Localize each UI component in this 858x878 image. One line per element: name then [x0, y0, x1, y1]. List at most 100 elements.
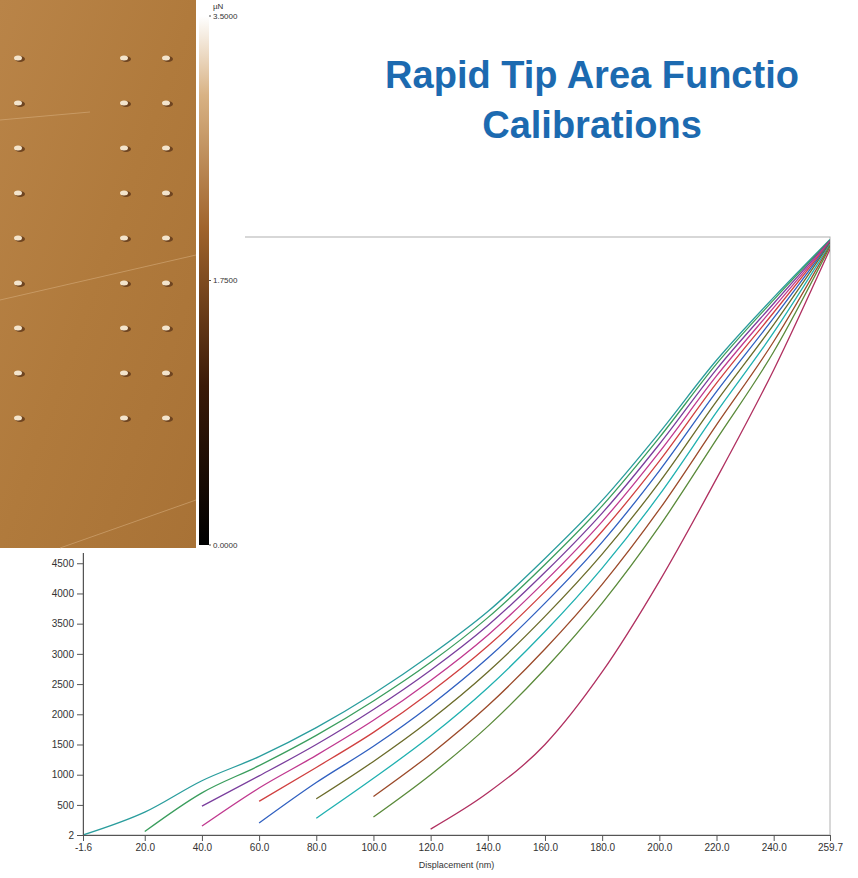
indent-pileup [120, 371, 128, 376]
x-tick-label: 140.0 [476, 842, 501, 853]
y-tick-label: 3500 [52, 618, 75, 629]
indent-shadow [163, 101, 173, 107]
y-tick-mark [77, 775, 83, 776]
x-tick-mark [145, 835, 146, 841]
x-tick-mark [431, 835, 432, 841]
indent-pileup [120, 101, 128, 106]
x-tick-mark [830, 835, 831, 841]
x-tick: 180.0 [590, 835, 615, 853]
indent-shadow [121, 416, 131, 422]
indent-shadow [15, 281, 25, 287]
y-tick-label: 1000 [52, 769, 75, 780]
y-tick: 3500 [52, 618, 83, 629]
colorbar-unit: µN [213, 2, 224, 11]
x-tick-label: 200.0 [647, 842, 672, 853]
indent-pileup [14, 416, 22, 421]
x-tick-mark [316, 835, 317, 841]
x-tick: -1.6 [75, 835, 93, 853]
indent-shadow [121, 191, 131, 197]
x-tick: 200.0 [647, 835, 672, 853]
x-tick: 80.0 [307, 835, 327, 853]
afm-image [0, 0, 196, 548]
afm-scratch [60, 500, 196, 548]
indent-shadow [15, 416, 25, 422]
y-tick-label: 2500 [52, 679, 75, 690]
indent-shadow [15, 146, 25, 152]
chart-title: Rapid Tip Area FunctioCalibrations [385, 54, 799, 146]
colorbar-tick-label: 1.7500 [213, 276, 238, 285]
x-tick-label: 180.0 [590, 842, 615, 853]
indent-pileup [120, 191, 128, 196]
colorbar [199, 16, 209, 545]
indent-shadow [163, 326, 173, 332]
load-curve [373, 245, 830, 796]
indent-shadow [121, 236, 131, 242]
x-tick-mark [83, 835, 84, 841]
y-tick-label: 1500 [52, 739, 75, 750]
colorbar-tick [209, 280, 211, 281]
indent-shadow [121, 281, 131, 287]
colorbar-tick [209, 545, 211, 546]
y-tick: 1000 [52, 769, 83, 780]
indent-pileup [162, 191, 170, 196]
x-tick: 259.7 [818, 835, 843, 853]
load-curve [202, 241, 830, 806]
indent-pileup [120, 236, 128, 241]
colorbar-tick-label: 0.0000 [213, 541, 238, 550]
indent-pileup [14, 371, 22, 376]
x-tick: 60.0 [250, 835, 270, 853]
x-tick: 140.0 [476, 835, 501, 853]
indent-shadow [163, 56, 173, 62]
indent-shadow [163, 236, 173, 242]
colorbar-tick-label: 3.5000 [213, 12, 238, 21]
y-tick: 2500 [52, 679, 83, 690]
load-curve [431, 249, 830, 829]
y-tick: 2 [68, 830, 83, 841]
indent-shadow [163, 416, 173, 422]
x-tick-label: 100.0 [361, 842, 386, 853]
indent-pileup [14, 326, 22, 331]
x-tick-mark [602, 835, 603, 841]
load-curve [145, 240, 830, 831]
indent-shadow [15, 371, 25, 377]
indent-pileup [162, 326, 170, 331]
y-tick-mark [77, 835, 83, 836]
title-line: Calibrations [482, 104, 702, 146]
load-curve [316, 243, 830, 799]
y-tick: 2000 [52, 709, 83, 720]
x-tick-mark [202, 835, 203, 841]
indent-pileup [162, 371, 170, 376]
chart: -1.620.040.060.080.0100.0120.0140.0160.0… [0, 0, 858, 878]
x-tick: 100.0 [361, 835, 386, 853]
indent-pileup [162, 416, 170, 421]
indent-pileup [120, 326, 128, 331]
y-tick-label: 500 [57, 800, 74, 811]
y-tick: 4000 [52, 588, 83, 599]
y-tick-label: 2000 [52, 709, 75, 720]
x-tick: 240.0 [762, 835, 787, 853]
indent-shadow [163, 146, 173, 152]
y-tick-label: 4000 [52, 588, 75, 599]
y-tick-mark [77, 744, 83, 745]
indent-shadow [15, 56, 25, 62]
indent-pileup [120, 416, 128, 421]
load-curve [202, 241, 830, 826]
x-tick-label: 80.0 [307, 842, 327, 853]
x-tick-label: 40.0 [193, 842, 213, 853]
y-tick-label: 3000 [52, 649, 75, 660]
indent-shadow [163, 191, 173, 197]
indent-pileup [120, 56, 128, 61]
x-axis-title: Displacement (nm) [419, 860, 495, 870]
x-tick-label: -1.6 [75, 842, 93, 853]
y-tick: 1500 [52, 739, 83, 750]
indent-pileup [14, 236, 22, 241]
indent-shadow [163, 371, 173, 377]
load-curve [259, 242, 830, 823]
indent-shadow [121, 101, 131, 107]
indent-shadow [121, 56, 131, 62]
x-tick: 160.0 [533, 835, 558, 853]
x-tick-label: 160.0 [533, 842, 558, 853]
afm-scratch [0, 255, 196, 300]
indent-pileup [14, 191, 22, 196]
indent-pileup [14, 146, 22, 151]
